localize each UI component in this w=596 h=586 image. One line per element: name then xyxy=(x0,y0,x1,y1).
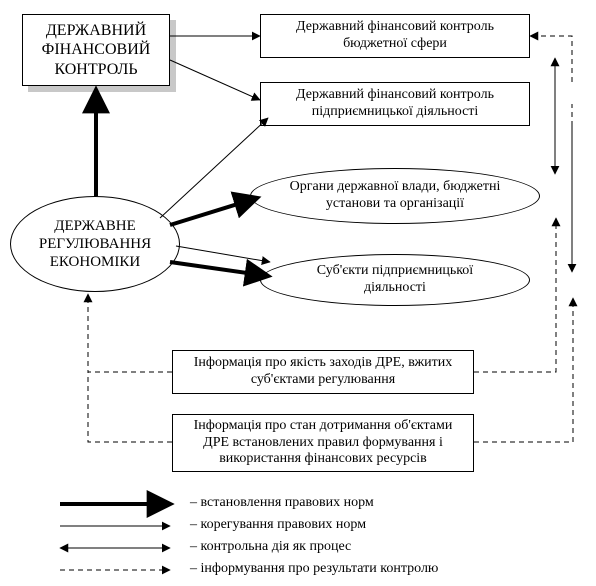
enterprise-control-label: Державний фінансовий контроль підприємни… xyxy=(261,87,529,121)
regulation-label: ДЕРЖАВНЕ РЕГУЛЮВАННЯ ЕКОНОМІКИ xyxy=(11,217,179,271)
legend-item-3: – контрольна дія як процес xyxy=(190,539,351,555)
authorities-node: Органи державної влади, бюджетні установ… xyxy=(250,168,540,224)
regulation-node: ДЕРЖАВНЕ РЕГУЛЮВАННЯ ЕКОНОМІКИ xyxy=(10,196,180,292)
legend-item-1: – встановлення правових норм xyxy=(190,495,374,511)
main-control-node: ДЕРЖАВНИЙ ФІНАНСОВИЙ КОНТРОЛЬ xyxy=(22,14,170,86)
subjects-node: Суб'єкти підприємницької діяльності xyxy=(260,254,530,306)
enterprise-control-node: Державний фінансовий контроль підприємни… xyxy=(260,82,530,126)
subjects-label: Суб'єкти підприємницької діяльності xyxy=(261,263,529,297)
info-compliance-label: Інформація про стан дотримання об'єктами… xyxy=(173,418,473,468)
authorities-label: Органи державної влади, бюджетні установ… xyxy=(251,179,539,213)
legend-label-1: – встановлення правових норм xyxy=(190,495,374,511)
legend-label-3: – контрольна дія як процес xyxy=(190,539,351,555)
legend-item-4: – інформування про результати контролю xyxy=(190,561,438,577)
legend-label-2: – корегування правових норм xyxy=(190,517,366,533)
diagram-canvas: ДЕРЖАВНИЙ ФІНАНСОВИЙ КОНТРОЛЬ ДЕРЖАВНЕ Р… xyxy=(0,0,596,586)
budget-control-node: Державний фінансовий контроль бюджетної … xyxy=(260,14,530,58)
legend-item-2: – корегування правових норм xyxy=(190,517,366,533)
info-quality-label: Інформація про якість заходів ДРЕ, вжити… xyxy=(173,355,473,389)
budget-control-label: Державний фінансовий контроль бюджетної … xyxy=(261,19,529,53)
legend-label-4: – інформування про результати контролю xyxy=(190,561,438,577)
info-compliance-node: Інформація про стан дотримання об'єктами… xyxy=(172,414,474,472)
info-quality-node: Інформація про якість заходів ДРЕ, вжити… xyxy=(172,350,474,394)
main-control-label: ДЕРЖАВНИЙ ФІНАНСОВИЙ КОНТРОЛЬ xyxy=(23,21,169,79)
